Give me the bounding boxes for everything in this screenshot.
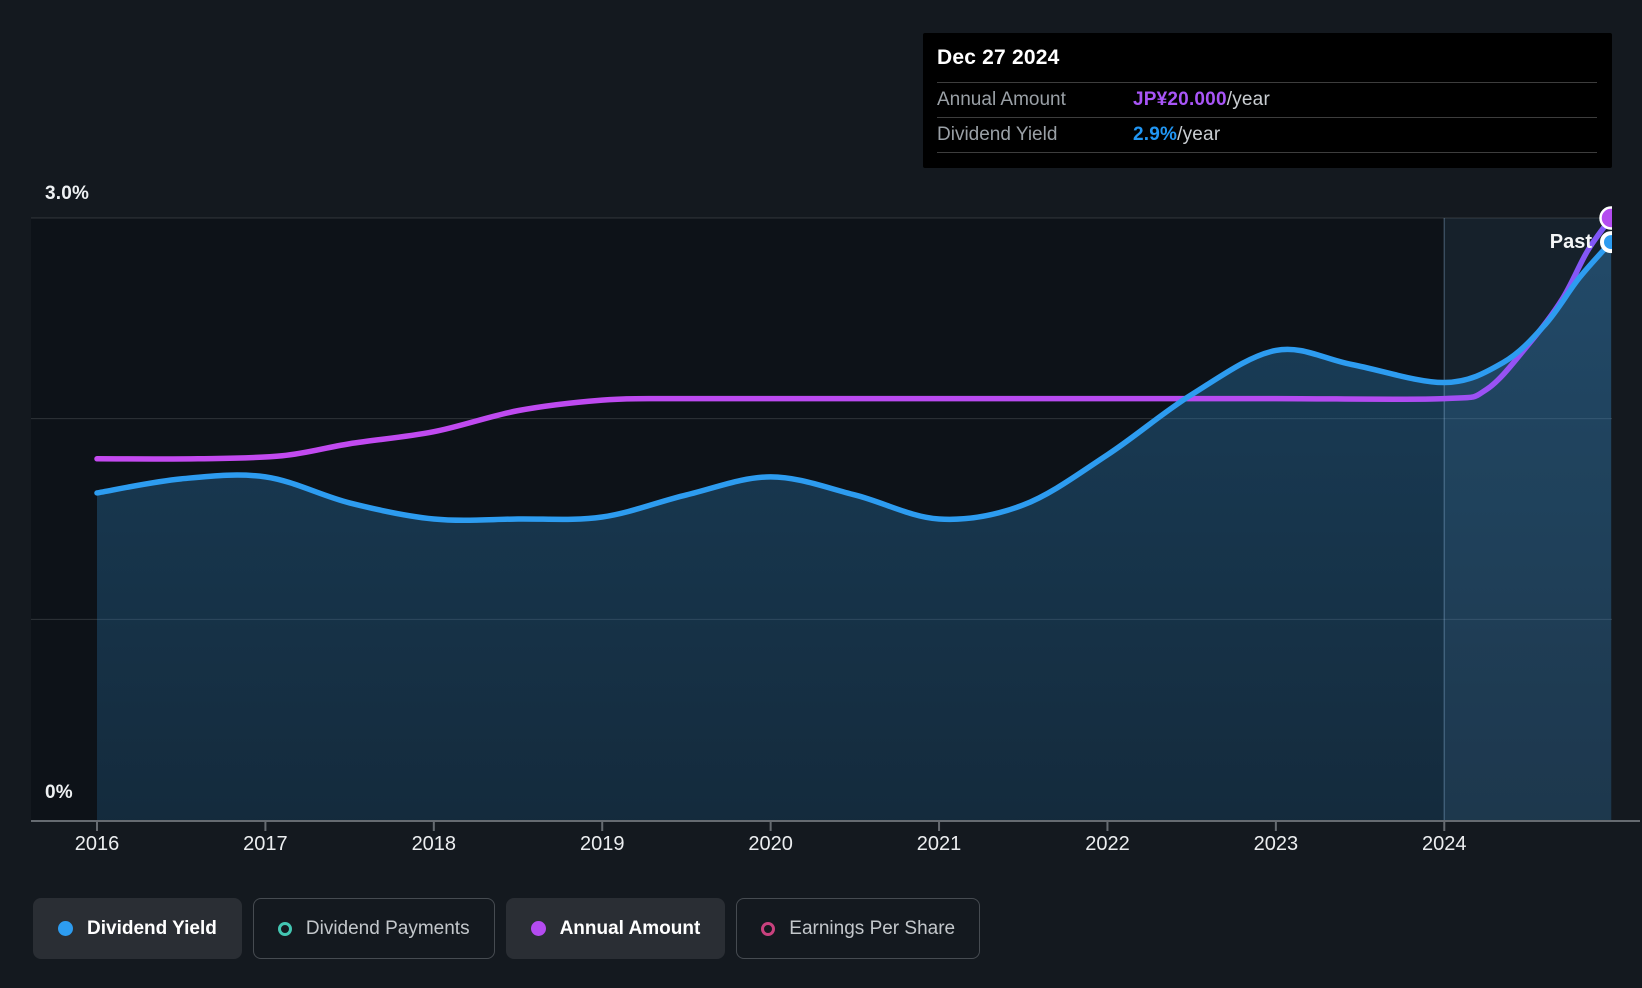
x-tick-label-2017: 2017 (243, 833, 288, 855)
legend-button-earnings-per-share[interactable]: Earnings Per Share (736, 898, 981, 959)
tooltip-row-annual-amount: Annual Amount JP¥20.000/year (937, 82, 1597, 117)
legend-button-dividend-payments[interactable]: Dividend Payments (252, 898, 495, 959)
past-period-label: Past (1549, 231, 1592, 253)
legend-label: Dividend Yield (87, 917, 217, 939)
tooltip-annual-amount-value: JP¥20.000 (1133, 89, 1227, 110)
dividend-yield-dot-icon (58, 921, 73, 936)
legend-button-annual-amount[interactable]: Annual Amount (505, 898, 726, 959)
dividend-yield-line (94, 239, 1612, 524)
legend-label: Earnings Per Share (789, 917, 956, 939)
annual-amount-dot-icon (530, 921, 546, 936)
tooltip-label: Annual Amount (937, 89, 1066, 110)
legend-button-dividend-yield[interactable]: Dividend Yield (33, 898, 242, 959)
x-tick-label-2023: 2023 (1253, 833, 1299, 855)
x-tick-label-2022: 2022 (1085, 833, 1130, 855)
x-tick-label-2018: 2018 (411, 833, 457, 855)
y-axis-top-label: 3.0% (45, 183, 90, 204)
tooltip-row-dividend-yield: Dividend Yield 2.9%/year (937, 117, 1597, 153)
plot-series-group (94, 206, 1612, 820)
chart-legend: Dividend Yield Dividend Payments Annual … (33, 898, 981, 959)
x-tick-label-2021: 2021 (916, 833, 962, 855)
x-tick-label-2024: 2024 (1422, 833, 1467, 855)
tooltip-date: Dec 27 2024 (937, 45, 1060, 69)
legend-label: Dividend Payments (305, 917, 470, 939)
tooltip-suffix: /year (1226, 89, 1270, 110)
x-tick-label-2019: 2019 (579, 833, 625, 855)
x-tick-label-2016: 2016 (74, 833, 120, 855)
past-highlight-band (1444, 218, 1612, 820)
dividend-yield-area-fill (97, 242, 1611, 820)
earnings-per-share-ring-icon (761, 921, 776, 936)
chart-tooltip: Dec 27 2024 Annual Amount JP¥20.000/year… (923, 33, 1612, 168)
annual-amount-line (94, 215, 1612, 462)
dividend-yield-endpoint-marker (1600, 231, 1612, 254)
dividend-payments-ring-icon (277, 921, 292, 936)
x-tick-label-2020: 2020 (748, 833, 793, 855)
tooltip-label: Dividend Yield (937, 124, 1058, 145)
tooltip-suffix: /year (1177, 124, 1221, 145)
annual-amount-endpoint-marker (1599, 206, 1612, 230)
tooltip-dividend-yield-value: 2.9% (1133, 124, 1178, 145)
legend-label: Annual Amount (559, 917, 701, 939)
y-axis-bottom-label: 0% (45, 782, 73, 803)
